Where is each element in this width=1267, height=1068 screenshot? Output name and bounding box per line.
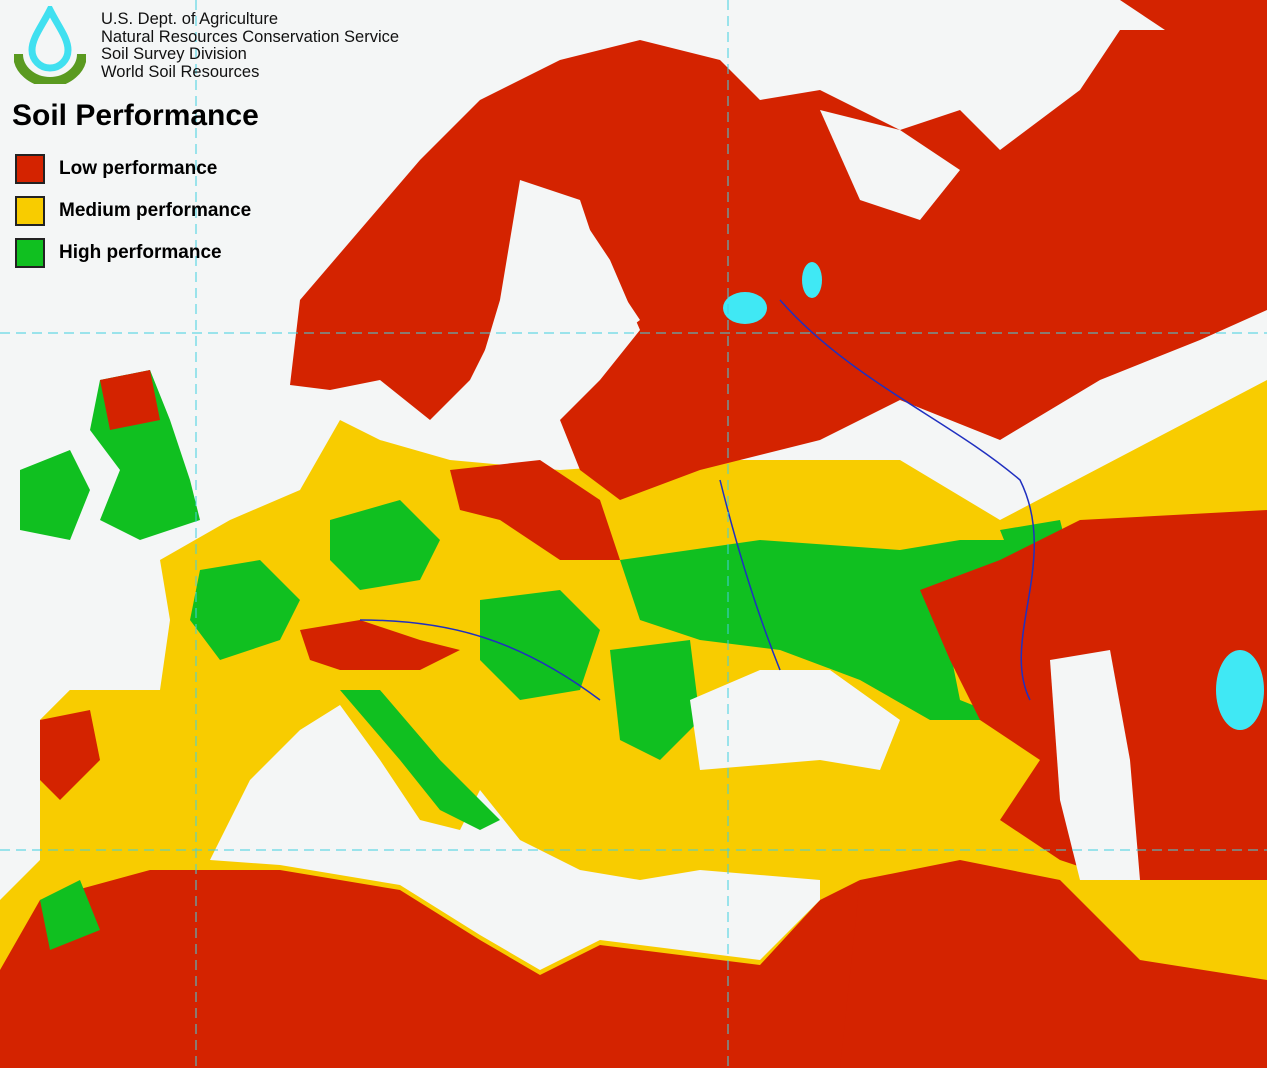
legend-item-low: Low performance — [15, 148, 251, 190]
region-hungary-high — [480, 590, 600, 700]
lake-ladoga — [723, 292, 767, 324]
region-romania-high — [610, 640, 700, 760]
sea-caspian — [1050, 650, 1140, 880]
region-iberia-low — [40, 710, 100, 800]
region-alps-low — [300, 620, 460, 670]
region-italy — [340, 690, 500, 830]
region-north-africa-low — [0, 870, 860, 1068]
region-north-low — [290, 30, 1267, 500]
agency-line: World Soil Resources — [101, 62, 260, 81]
river-danube — [359, 619, 601, 701]
legend: Low performance Medium performance High … — [15, 148, 251, 274]
legend-label: Low performance — [59, 158, 218, 179]
agency-line: U.S. Dept. of Agriculture — [101, 10, 278, 28]
region-ireland — [20, 450, 90, 540]
region-scotland-low — [100, 370, 160, 430]
region-maghreb-high — [40, 880, 100, 950]
sea-mediterranean — [210, 705, 820, 970]
lake-aral — [1216, 650, 1264, 730]
lake-onega — [802, 262, 822, 298]
region-germany-high — [330, 500, 440, 590]
sea-baltic — [470, 180, 640, 420]
agency-line: Natural Resources Conservation Service — [101, 27, 400, 46]
region-france-high — [190, 560, 300, 660]
legend-title: Soil Performance — [12, 99, 259, 132]
river-volga — [779, 299, 1035, 701]
sea-white — [820, 110, 960, 220]
region-turkey — [660, 745, 1000, 860]
swatch-low — [15, 154, 45, 184]
legend-item-medium: Medium performance — [15, 190, 251, 232]
region-arctic-low — [1120, 0, 1267, 40]
agency-credit: U.S. Dept. of Agriculture Natural Resour… — [101, 10, 400, 81]
legend-label: High performance — [59, 242, 222, 263]
region-central-low — [450, 460, 620, 560]
usda-nrcs-logo — [14, 6, 86, 84]
swatch-medium — [15, 196, 45, 226]
agency-line: Soil Survey Division — [101, 45, 247, 63]
sea-black — [690, 670, 900, 770]
region-middle-east-low — [820, 860, 1267, 1068]
river-dnieper — [719, 479, 781, 671]
swatch-high — [15, 238, 45, 268]
legend-label: Medium performance — [59, 200, 252, 221]
legend-item-high: High performance — [15, 232, 251, 274]
